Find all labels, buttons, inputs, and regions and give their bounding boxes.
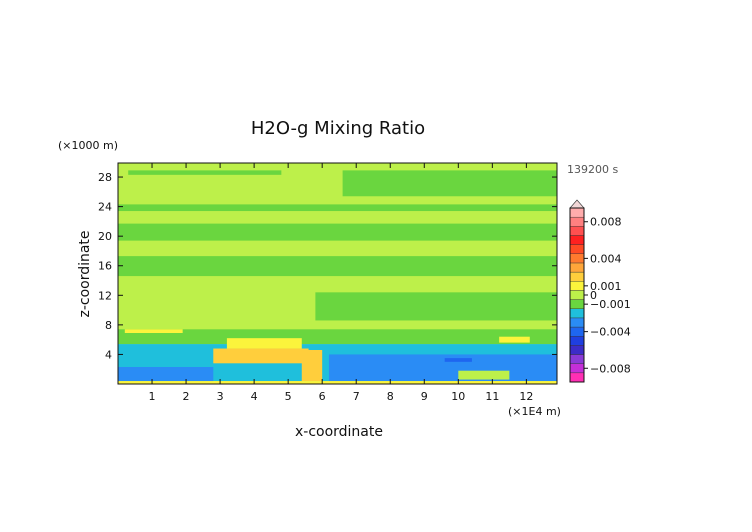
heatmap-region — [118, 223, 557, 241]
x-tick-label: 5 — [285, 390, 292, 403]
colorbar-swatch — [569, 281, 585, 291]
colorbar-swatch — [569, 290, 585, 300]
colorbar-label: −0.008 — [590, 362, 631, 375]
heatmap-region — [342, 170, 557, 197]
colorbar-swatch — [569, 345, 585, 355]
x-tick-label: 6 — [319, 390, 326, 403]
x-tick-label: 11 — [485, 390, 499, 403]
heatmap-region — [301, 350, 323, 382]
colorbar-label: 0.008 — [590, 216, 622, 229]
colorbar-swatch — [569, 354, 585, 364]
colorbar-label: 0 — [590, 289, 597, 302]
colorbar-swatch — [569, 299, 585, 309]
colorbar-label: −0.004 — [590, 326, 631, 339]
colorbar-swatch — [569, 244, 585, 254]
heatmap-region — [499, 336, 530, 343]
x-tick-label: 2 — [183, 390, 190, 403]
heatmap-region — [328, 354, 557, 382]
colorbar-swatch — [569, 235, 585, 245]
x-unit-label: (×1E4 m) — [508, 405, 561, 418]
x-axis-label: x-coordinate — [295, 424, 383, 440]
y-tick-label: 24 — [98, 201, 112, 214]
heatmap-region — [118, 367, 214, 382]
heatmap-region — [124, 329, 183, 333]
heatmap-region — [226, 338, 302, 349]
plot-border — [117, 162, 558, 385]
colorbar-swatch — [569, 216, 585, 227]
colorbar-swatch — [569, 308, 585, 319]
plot-regions — [118, 163, 557, 384]
colorbar-swatch — [569, 253, 585, 264]
y-tick-label: 12 — [98, 289, 112, 302]
colorbar-label: 0.004 — [590, 252, 622, 265]
colorbar-extension-top — [569, 199, 585, 209]
y-tick-label: 28 — [98, 171, 112, 184]
y-tick-label: 16 — [98, 260, 112, 273]
heatmap-region — [458, 370, 510, 380]
x-tick-label: 9 — [421, 390, 428, 403]
y-axis-label: z-coordinate — [77, 230, 93, 317]
x-tick-label: 10 — [451, 390, 465, 403]
heatmap-region — [315, 292, 557, 321]
heatmap-region — [213, 348, 309, 364]
heatmap-region — [118, 381, 557, 384]
heatmap-region — [118, 329, 557, 345]
colorbar-swatch — [569, 207, 585, 218]
x-tick-label: 4 — [251, 390, 258, 403]
colorbar-swatch — [569, 363, 585, 374]
plot-frame — [117, 162, 558, 385]
colorbar-swatch — [569, 336, 585, 346]
x-tick-label: 7 — [353, 390, 360, 403]
colorbar-swatch — [569, 326, 585, 337]
heatmap-region — [118, 204, 557, 212]
colorbar-swatch — [569, 271, 585, 282]
chart-title: H2O-g Mixing Ratio — [251, 118, 425, 139]
x-axis-ticks: 1 2 3 4 5 6 7 8 9 10 11 12 — [149, 163, 533, 403]
x-tick-label: 8 — [387, 390, 394, 403]
y-tick-label: 20 — [98, 230, 112, 243]
y-axis-ticks: 4 8 12 16 20 24 28 — [98, 171, 557, 361]
x-tick-label: 12 — [519, 390, 533, 403]
x-tick-label: 1 — [149, 390, 156, 403]
time-label: 139200 s — [567, 163, 618, 176]
heatmap-region — [444, 358, 472, 362]
colorbar-label: 0.001 — [590, 280, 622, 293]
colorbar-swatch — [569, 226, 585, 236]
y-unit-label: (×1000 m) — [58, 139, 118, 152]
x-tick-label: 3 — [217, 390, 224, 403]
heatmap-region — [128, 170, 282, 175]
colorbar-swatch — [569, 317, 585, 328]
y-tick-label: 8 — [105, 319, 112, 332]
colorbar-swatch — [569, 262, 585, 273]
colorbar-label: −0.001 — [590, 298, 631, 311]
colorbar-swatch — [569, 372, 585, 383]
heatmap-region — [118, 256, 557, 277]
y-tick-label: 4 — [105, 348, 112, 361]
